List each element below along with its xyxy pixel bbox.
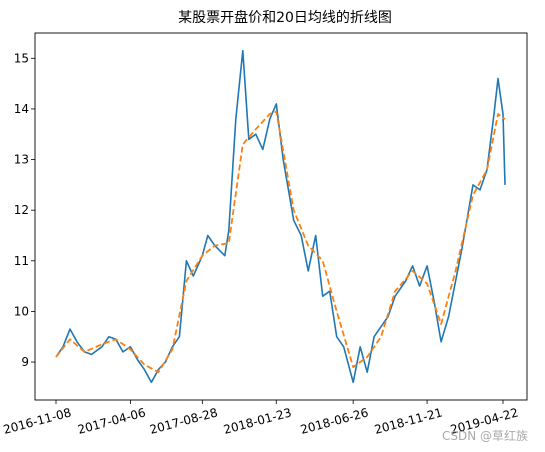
y-tick-label: 10 bbox=[14, 304, 29, 318]
series-line-open bbox=[55, 49, 506, 384]
chart-title: 某股票开盘价和20日均线的折线图 bbox=[178, 9, 392, 26]
y-tick-label: 12 bbox=[14, 203, 29, 217]
y-axis: 9 10 11 12 13 14 15 bbox=[14, 51, 35, 369]
y-tick-label: 11 bbox=[14, 254, 29, 268]
y-tick-label: 14 bbox=[14, 102, 29, 116]
series-layer bbox=[55, 49, 506, 384]
x-tick-label: 2017-08-28 bbox=[148, 405, 219, 437]
x-tick-label: 2017-04-06 bbox=[76, 405, 147, 437]
plot-frame bbox=[34, 32, 528, 401]
x-tick-label: 2016-11-08 bbox=[2, 405, 73, 437]
x-tick-label: 2018-01-23 bbox=[222, 405, 293, 437]
x-tick-label: 2018-11-21 bbox=[373, 405, 444, 437]
y-tick-label: 9 bbox=[21, 355, 29, 369]
x-tick-label: 2018-06-26 bbox=[299, 405, 370, 437]
watermark-text: CSDN @草红族 bbox=[442, 428, 528, 443]
y-tick-label: 15 bbox=[14, 51, 29, 65]
y-tick-label: 13 bbox=[14, 153, 29, 167]
series-line-ma20 bbox=[55, 110, 506, 374]
